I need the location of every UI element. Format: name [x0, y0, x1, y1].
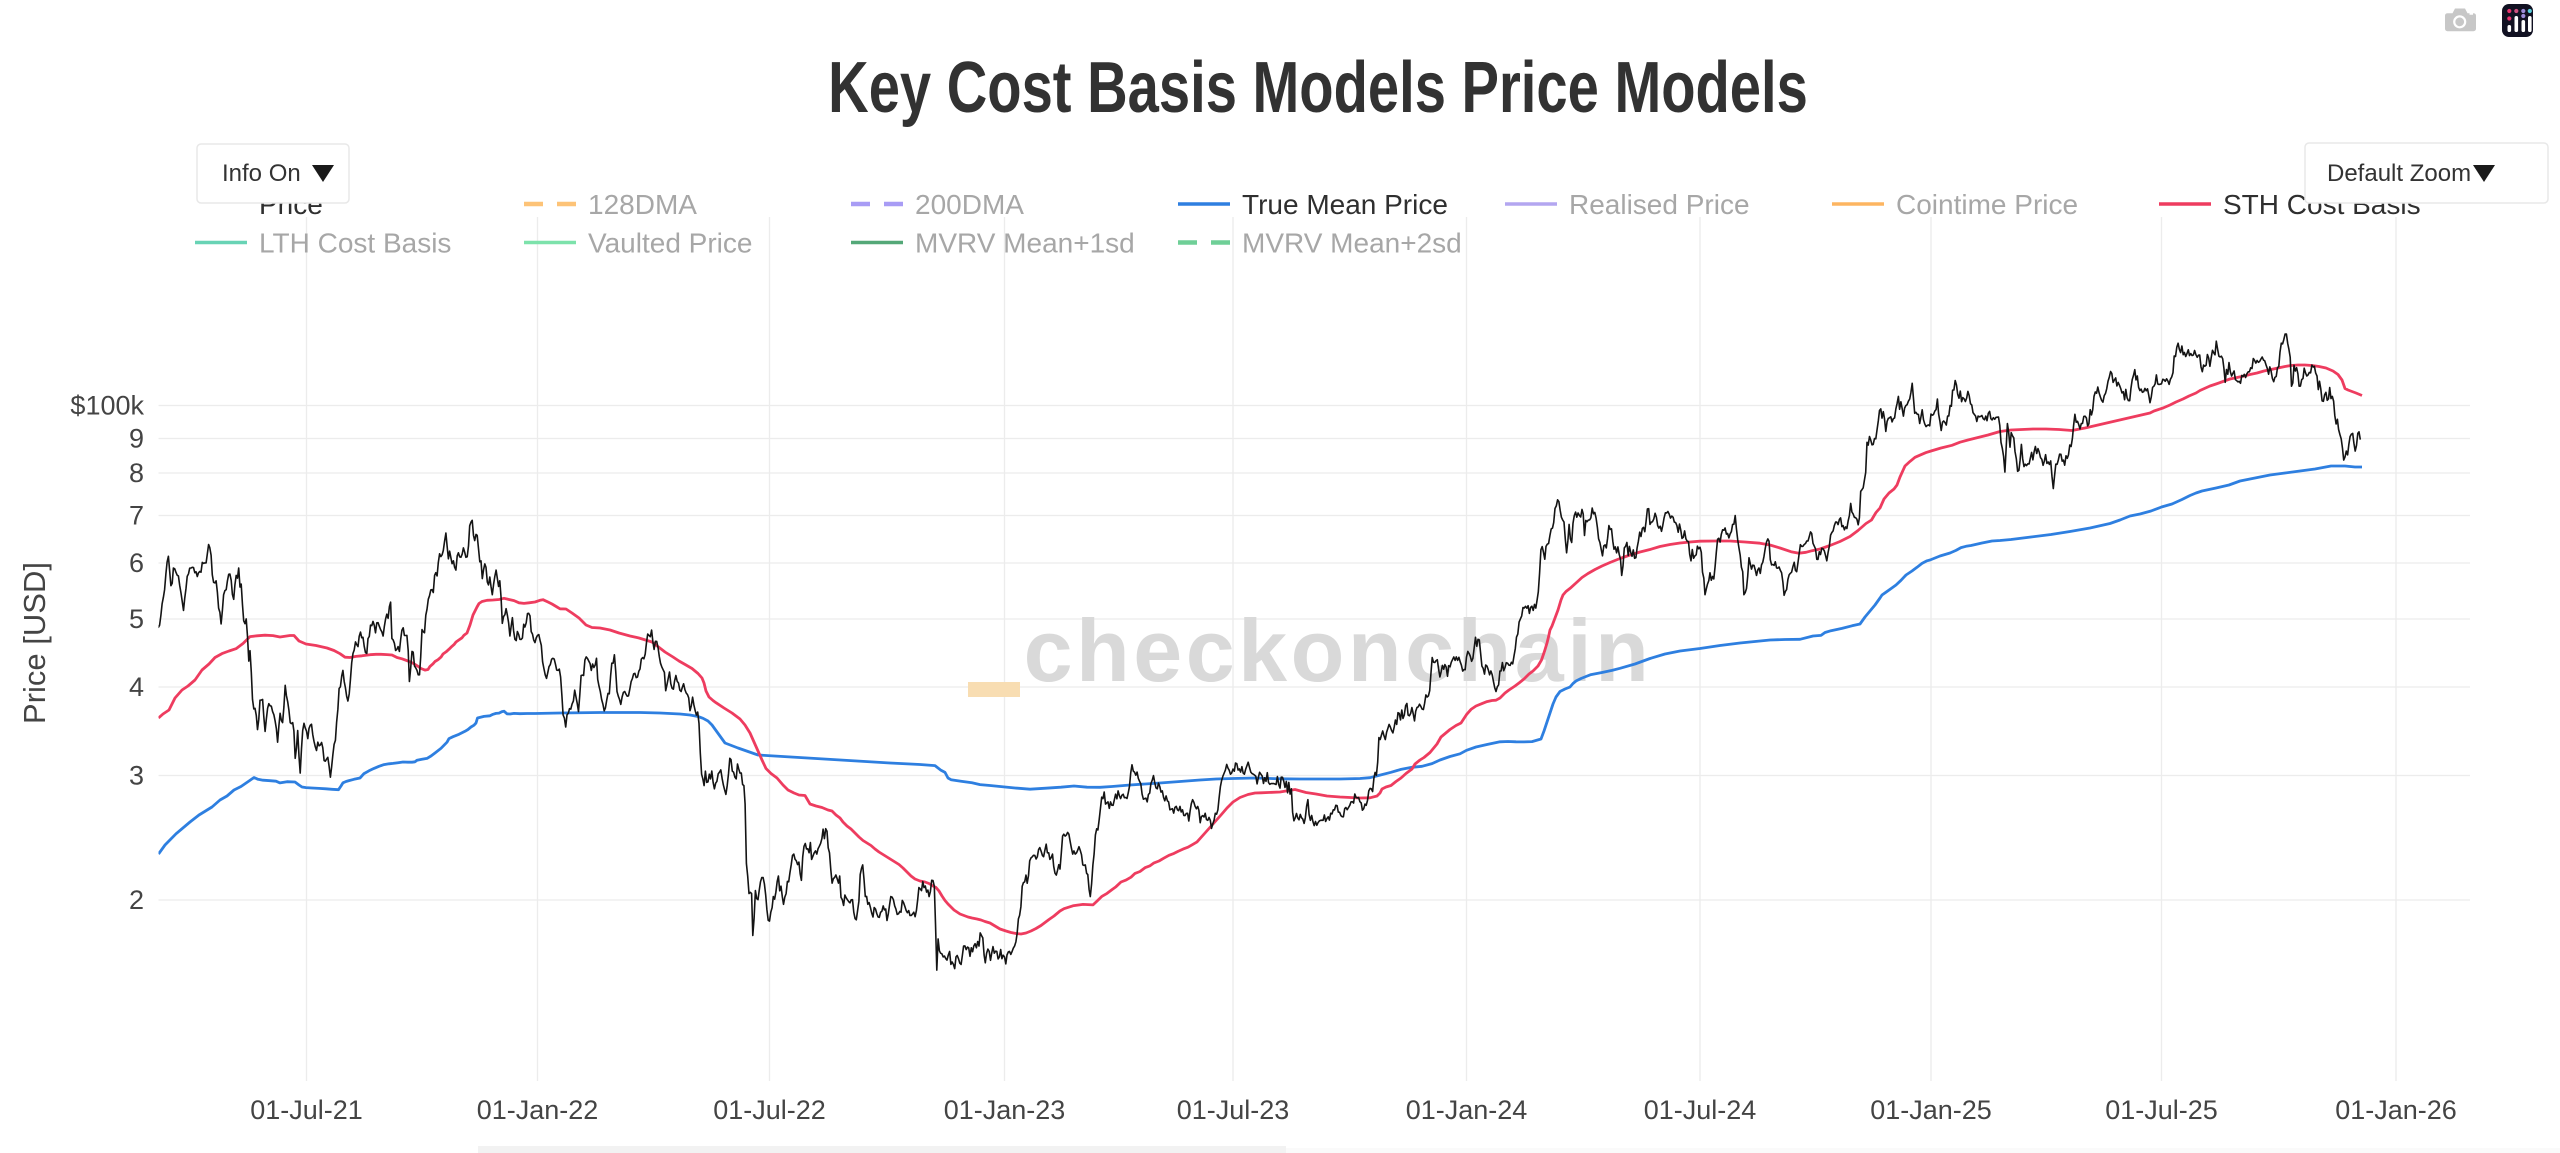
svg-text:Realised Price: Realised Price	[1569, 189, 1750, 220]
svg-text:2: 2	[129, 885, 144, 915]
svg-text:LTH Cost Basis: LTH Cost Basis	[259, 228, 451, 259]
svg-text:01-Jan-23: 01-Jan-23	[944, 1095, 1066, 1125]
svg-text:$100k: $100k	[70, 391, 144, 421]
svg-text:Cointime Price: Cointime Price	[1896, 189, 2078, 220]
svg-text:128DMA: 128DMA	[588, 189, 697, 220]
svg-text:checkonchain: checkonchain	[1024, 601, 1653, 700]
svg-text:01-Jul-21: 01-Jul-21	[250, 1095, 363, 1125]
svg-text:01-Jan-22: 01-Jan-22	[477, 1095, 599, 1125]
svg-text:Key Cost Basis Models Price Mo: Key Cost Basis Models Price Models	[828, 47, 1808, 127]
svg-text:01-Jan-25: 01-Jan-25	[1870, 1095, 1992, 1125]
svg-text:MVRV Mean+2sd: MVRV Mean+2sd	[1242, 228, 1462, 259]
svg-text:4: 4	[129, 672, 144, 702]
svg-text:5: 5	[129, 604, 144, 634]
svg-text:Default Zoom: Default Zoom	[2327, 160, 2471, 187]
svg-text:01-Jul-24: 01-Jul-24	[1644, 1095, 1757, 1125]
svg-text:01-Jul-22: 01-Jul-22	[713, 1095, 826, 1125]
svg-text:Info On: Info On	[222, 160, 301, 187]
svg-text:9: 9	[129, 424, 144, 454]
svg-text:01-Jul-23: 01-Jul-23	[1177, 1095, 1290, 1125]
svg-text:200DMA: 200DMA	[915, 189, 1024, 220]
svg-text:Price [USD]: Price [USD]	[17, 562, 52, 724]
svg-text:Vaulted Price: Vaulted Price	[588, 228, 752, 259]
svg-text:8: 8	[129, 458, 144, 488]
svg-text:3: 3	[129, 761, 144, 791]
svg-text:6: 6	[129, 548, 144, 578]
svg-text:7: 7	[129, 501, 144, 531]
svg-text:True Mean Price: True Mean Price	[1242, 189, 1448, 220]
svg-text:MVRV Mean+1sd: MVRV Mean+1sd	[915, 228, 1135, 259]
svg-text:01-Jan-24: 01-Jan-24	[1406, 1095, 1528, 1125]
svg-text:01-Jan-26: 01-Jan-26	[2335, 1095, 2457, 1125]
svg-text:01-Jul-25: 01-Jul-25	[2105, 1095, 2218, 1125]
